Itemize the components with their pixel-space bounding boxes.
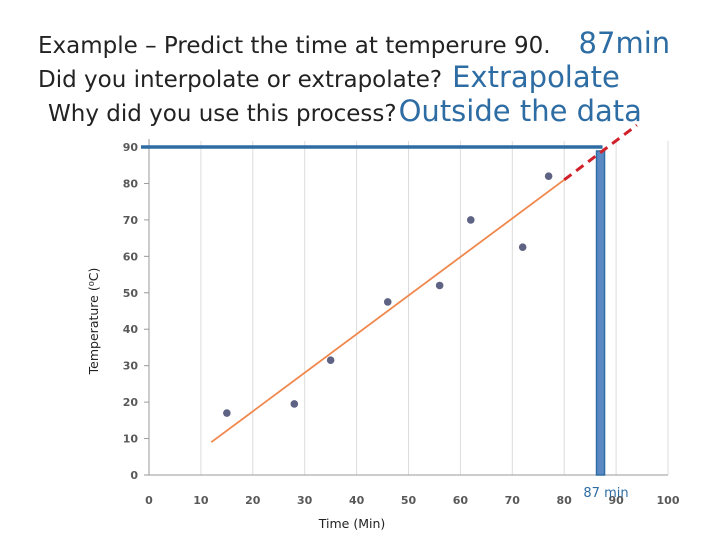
question-1-text: Example – Predict the time at temperure … <box>38 33 551 59</box>
data-point <box>326 356 335 365</box>
answer-2-text: Extrapolate <box>452 60 620 94</box>
marker-annotation: 87 min <box>583 486 628 501</box>
question-line-2: Did you interpolate or extrapolate? Extra… <box>38 60 620 94</box>
x-tick-label: 10 <box>193 494 209 507</box>
data-point <box>383 298 392 306</box>
y-tick-label: 30 <box>123 360 139 373</box>
question-line-3: Why did you use this process?Outside the… <box>48 94 642 128</box>
y-tick-label: 80 <box>123 177 139 190</box>
x-tick-label: 20 <box>245 494 261 507</box>
x-tick-label: 60 <box>453 494 469 507</box>
y-tick-label: 90 <box>123 141 139 154</box>
grid <box>200 141 669 475</box>
data-point <box>518 243 527 252</box>
x-tick-label: 70 <box>505 494 521 507</box>
y-tick-label: 70 <box>123 214 139 227</box>
trendline <box>210 179 565 443</box>
x-tick-label: 0 <box>145 494 153 507</box>
vertical-reference-bar <box>595 150 606 476</box>
x-tick-label: 90 <box>608 494 624 507</box>
extrapolation-line <box>563 123 638 181</box>
data-point <box>223 409 231 417</box>
trend-lines <box>210 123 638 443</box>
x-tick-label: 30 <box>297 494 313 507</box>
y-tick-label: 10 <box>123 433 139 446</box>
axes: 0 10 20 30 40 50 60 70 80 90 100 0 10 20 30 40 50 60 70 80 9… <box>123 139 680 507</box>
question-3-text: Why did you use this process? <box>48 101 397 127</box>
x-tick-label: 80 <box>557 494 573 507</box>
question-2-text: Did you interpolate or extrapolate? <box>38 67 443 93</box>
y-tick-label: 50 <box>123 287 139 300</box>
data-point <box>290 400 299 408</box>
y-tick-label: 20 <box>123 396 139 409</box>
data-point <box>435 281 444 290</box>
data-point <box>544 172 553 180</box>
data-point <box>466 216 475 224</box>
answer-1-text: 87min <box>578 26 671 60</box>
y-tick-label: 0 <box>130 469 138 482</box>
data-points <box>223 172 553 417</box>
answer-3-text: Outside the data <box>398 94 642 128</box>
x-tick-label: 40 <box>349 494 365 507</box>
x-tick-label: 50 <box>401 494 417 507</box>
x-tick-label: 100 <box>657 494 680 507</box>
question-line-1: Example – Predict the time at temperure … <box>38 26 670 60</box>
x-axis-label: Time (Min) <box>318 516 386 531</box>
reference-lines <box>141 145 606 476</box>
y-tick-label: 60 <box>123 250 139 263</box>
y-tick-label: 40 <box>123 323 139 336</box>
y-axis-label: Temperature (⁰C) <box>86 268 101 376</box>
